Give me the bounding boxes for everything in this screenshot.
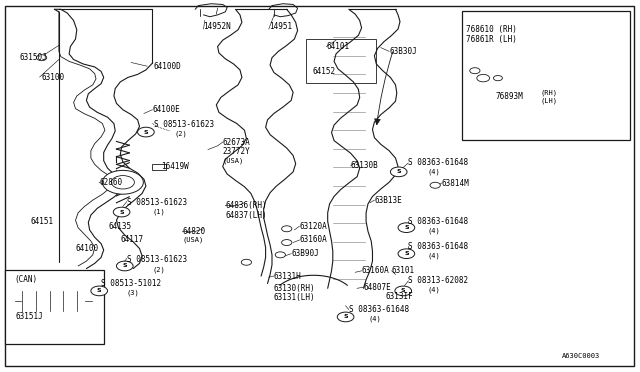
Text: S 08513-61623: S 08513-61623	[127, 198, 187, 207]
Circle shape	[111, 176, 134, 189]
Circle shape	[116, 261, 133, 271]
Text: 64100: 64100	[76, 244, 99, 253]
Text: S: S	[401, 288, 406, 294]
Text: (4): (4)	[428, 169, 440, 175]
Text: 63B90J: 63B90J	[291, 249, 319, 258]
Text: 64101: 64101	[326, 42, 349, 51]
Text: 64820: 64820	[182, 227, 205, 236]
Text: (USA): (USA)	[182, 237, 204, 243]
Circle shape	[430, 182, 440, 188]
Text: 76893M: 76893M	[496, 92, 524, 101]
Circle shape	[470, 68, 480, 74]
Text: 768610 (RH): 768610 (RH)	[466, 25, 516, 33]
Text: 64135: 64135	[109, 222, 132, 231]
Circle shape	[390, 167, 407, 177]
Text: S: S	[119, 209, 124, 215]
Circle shape	[477, 74, 490, 82]
Text: (4): (4)	[428, 287, 440, 294]
Circle shape	[113, 207, 130, 217]
Text: 14952N: 14952N	[204, 22, 231, 31]
Text: (4): (4)	[368, 316, 381, 323]
Text: (USA): (USA)	[223, 157, 244, 164]
Circle shape	[36, 55, 47, 61]
Text: S 08363-61648: S 08363-61648	[349, 305, 409, 314]
Text: S: S	[396, 169, 401, 174]
Text: 64100D: 64100D	[154, 62, 181, 71]
Text: 64836(RH): 64836(RH)	[225, 201, 267, 210]
Text: 64117: 64117	[120, 235, 143, 244]
Circle shape	[241, 259, 252, 265]
Text: S 08363-61648: S 08363-61648	[408, 158, 468, 167]
Text: (1): (1)	[152, 209, 165, 215]
Text: 23772Y: 23772Y	[223, 147, 250, 156]
Circle shape	[398, 223, 415, 232]
Text: 63131(LH): 63131(LH)	[274, 293, 316, 302]
Text: S 08513-61623: S 08513-61623	[127, 255, 187, 264]
Text: (2): (2)	[152, 266, 165, 273]
Circle shape	[138, 127, 154, 137]
Text: 63814M: 63814M	[442, 179, 469, 187]
Circle shape	[282, 240, 292, 246]
Text: S: S	[404, 225, 409, 230]
Bar	[462, 11, 630, 140]
Text: 63150J: 63150J	[19, 53, 47, 62]
Bar	[152, 164, 166, 170]
Text: 64837(LH): 64837(LH)	[225, 211, 267, 219]
Circle shape	[91, 286, 108, 296]
Bar	[5, 270, 104, 344]
Text: S: S	[343, 314, 348, 320]
Text: 76861R (LH): 76861R (LH)	[466, 35, 516, 44]
Text: A630C0003: A630C0003	[562, 353, 600, 359]
Text: S 08513-51012: S 08513-51012	[101, 279, 161, 288]
Text: (2): (2)	[174, 131, 187, 137]
Text: S: S	[143, 129, 148, 135]
Text: 63130B: 63130B	[351, 161, 378, 170]
Text: (4): (4)	[428, 227, 440, 234]
Text: S 08313-62082: S 08313-62082	[408, 276, 468, 285]
Text: 62673A: 62673A	[223, 138, 250, 147]
Text: 16419W: 16419W	[161, 162, 189, 171]
Text: (3): (3)	[127, 290, 140, 296]
Text: 63160A: 63160A	[362, 266, 389, 275]
Text: S: S	[404, 251, 409, 256]
Text: 64151: 64151	[31, 217, 54, 226]
Circle shape	[275, 252, 285, 258]
Text: 63130(RH): 63130(RH)	[274, 284, 316, 293]
Text: S: S	[97, 288, 102, 294]
Circle shape	[337, 312, 354, 322]
Circle shape	[102, 170, 143, 194]
Text: (CAN): (CAN)	[14, 275, 37, 284]
Text: 63131H: 63131H	[274, 272, 301, 280]
Circle shape	[493, 76, 502, 81]
Text: 63101: 63101	[392, 266, 415, 275]
Text: S 08363-61648: S 08363-61648	[408, 217, 468, 226]
Text: 64807E: 64807E	[364, 283, 391, 292]
Text: S 08363-61648: S 08363-61648	[408, 242, 468, 251]
Text: S 08513-61623: S 08513-61623	[154, 120, 214, 129]
Text: 63120A: 63120A	[300, 222, 327, 231]
Circle shape	[398, 249, 415, 259]
Circle shape	[282, 226, 292, 232]
Text: (4): (4)	[428, 253, 440, 259]
Text: 64152: 64152	[312, 67, 335, 76]
Text: 63B30J: 63B30J	[389, 47, 417, 56]
Text: 63100: 63100	[42, 73, 65, 81]
Text: 6313IF: 6313IF	[385, 292, 413, 301]
Text: 14951: 14951	[269, 22, 292, 31]
Text: 63151J: 63151J	[16, 312, 44, 321]
Text: S: S	[122, 263, 127, 269]
Text: 63B13E: 63B13E	[374, 196, 402, 205]
Text: (RH): (RH)	[541, 89, 558, 96]
Circle shape	[395, 286, 412, 296]
Bar	[306, 39, 376, 83]
Text: 64100E: 64100E	[152, 105, 180, 114]
Text: 62860: 62860	[99, 178, 122, 187]
Text: (LH): (LH)	[541, 98, 558, 105]
Text: 63160A: 63160A	[300, 235, 327, 244]
